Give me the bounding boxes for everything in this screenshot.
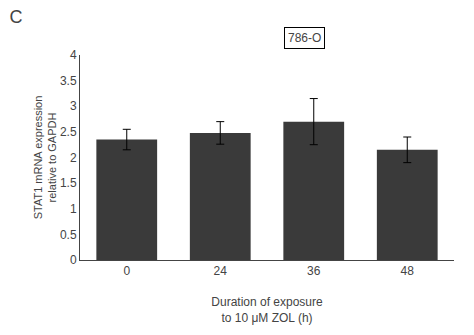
- svg-text:0: 0: [70, 253, 77, 267]
- svg-text:C: C: [9, 7, 22, 27]
- svg-text:24: 24: [214, 264, 228, 278]
- svg-text:4: 4: [70, 48, 77, 62]
- svg-text:36: 36: [307, 264, 321, 278]
- svg-text:786-O: 786-O: [288, 31, 321, 45]
- svg-text:3: 3: [70, 99, 77, 113]
- svg-text:1.5: 1.5: [60, 176, 77, 190]
- svg-text:0: 0: [123, 264, 130, 278]
- svg-text:Duration of exposureto 10 μM Z: Duration of exposureto 10 μM ZOL (h): [211, 295, 323, 325]
- svg-text:48: 48: [401, 264, 415, 278]
- svg-text:0.5: 0.5: [60, 228, 77, 242]
- svg-text:2.5: 2.5: [60, 125, 77, 139]
- svg-text:1: 1: [70, 202, 77, 216]
- svg-text:STAT1 mRNA expressionrelative: STAT1 mRNA expressionrelative to GAPDH: [32, 96, 58, 220]
- svg-text:2: 2: [70, 151, 77, 165]
- svg-text:3.5: 3.5: [60, 74, 77, 88]
